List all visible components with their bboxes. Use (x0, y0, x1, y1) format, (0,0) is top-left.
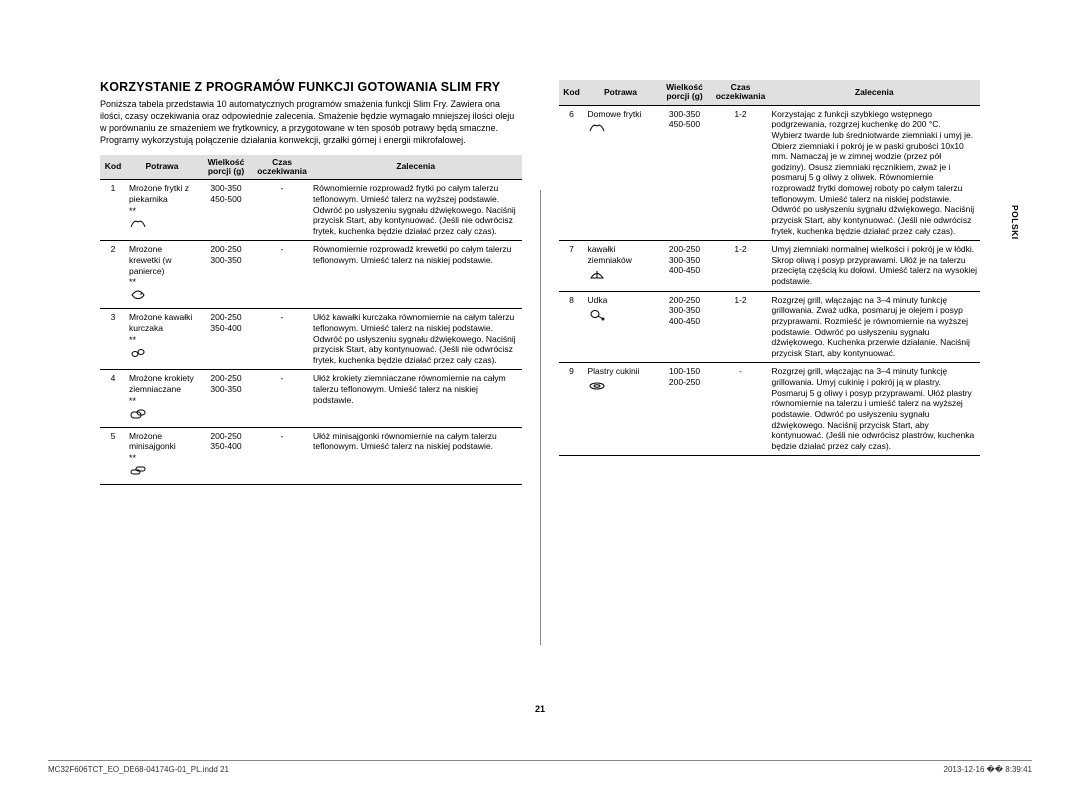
cell-wielkosc: 200-250300-350400-450 (657, 241, 713, 292)
cell-wielkosc: 200-250350-400 (198, 309, 254, 370)
page-content: KORZYSTANIE Z PROGRAMÓW FUNKCJI GOTOWANI… (100, 80, 980, 720)
cell-wielkosc: 200-250300-350400-450 (657, 291, 713, 363)
cell-wielkosc: 200-250300-350 (198, 370, 254, 427)
cell-czas: - (713, 363, 769, 456)
cell-kod: 6 (559, 105, 585, 241)
cell-potrawa: Mrożone frytki z piekarnika** (126, 180, 198, 241)
cell-kod: 7 (559, 241, 585, 292)
cell-zalecenia: Ułóż kawałki kurczaka równomiernie na ca… (310, 309, 522, 370)
cell-kod: 9 (559, 363, 585, 456)
drumstick-icon (588, 307, 654, 323)
cell-kod: 4 (100, 370, 126, 427)
cell-zalecenia: Równomiernie rozprowadź frytki po całym … (310, 180, 522, 241)
cell-czas: - (254, 427, 310, 484)
cell-wielkosc: 200-250350-400 (198, 427, 254, 484)
table-row: 2Mrożone krewetki (w panierce)**200-2503… (100, 241, 522, 309)
th-zalecenia: Zalecenia (769, 80, 981, 105)
cell-potrawa: Mrożone krokiety ziemniaczane** (126, 370, 198, 427)
left-column: KORZYSTANIE Z PROGRAMÓW FUNKCJI GOTOWANI… (100, 80, 522, 670)
cell-potrawa: Domowe frytki (585, 105, 657, 241)
cell-kod: 8 (559, 291, 585, 363)
cell-zalecenia: Równomiernie rozprowadź krewetki po cały… (310, 241, 522, 309)
croquette-icon: ** (129, 397, 195, 423)
cell-czas: - (254, 309, 310, 370)
table-row: 9Plastry cukinii100-150200-250-Rozgrzej … (559, 363, 981, 456)
table-row: 4Mrożone krokiety ziemniaczane**200-2503… (100, 370, 522, 427)
table-row: 3Mrożone kawałki kurczaka**200-250350-40… (100, 309, 522, 370)
table-row: 6Domowe frytki300-350450-5001-2Korzystaj… (559, 105, 981, 241)
cell-kod: 2 (100, 241, 126, 309)
cell-czas: - (254, 180, 310, 241)
cell-zalecenia: Umyj ziemniaki normalnej wielkości i pok… (769, 241, 981, 292)
th-potrawa: Potrawa (585, 80, 657, 105)
fries-icon: ** (129, 207, 195, 233)
fries-icon (588, 121, 654, 137)
th-czas: Czasoczekiwania (254, 155, 310, 180)
cell-zalecenia: Rozgrzej grill, włączając na 3–4 minuty … (769, 363, 981, 456)
cell-kod: 1 (100, 180, 126, 241)
cell-zalecenia: Rozgrzej grill, włączając na 3–4 minuty … (769, 291, 981, 363)
cell-czas: - (254, 370, 310, 427)
footer-timestamp: 2013-12-16 �� 8:39:41 (944, 765, 1032, 774)
cell-wielkosc: 100-150200-250 (657, 363, 713, 456)
cooking-table-right: Kod Potrawa Wielkośćporcji (g) Czasoczek… (559, 80, 981, 456)
cell-zalecenia: Korzystając z funkcji szybkiego wstępneg… (769, 105, 981, 241)
wedges-icon (588, 267, 654, 283)
section-intro: Poniższa tabela przedstawia 10 automatyc… (100, 98, 522, 147)
cell-czas: - (254, 241, 310, 309)
cell-potrawa: kawałki ziemniaków (585, 241, 657, 292)
th-wielkosc: Wielkośćporcji (g) (198, 155, 254, 180)
cell-wielkosc: 200-250300-350 (198, 241, 254, 309)
footer-filename: MC32F606TCT_EO_DE68-04174G-01_PL.indd 21 (48, 765, 229, 774)
cell-potrawa: Mrożone krewetki (w panierce)** (126, 241, 198, 309)
cell-potrawa: Mrożone kawałki kurczaka** (126, 309, 198, 370)
two-column-layout: KORZYSTANIE Z PROGRAMÓW FUNKCJI GOTOWANI… (100, 80, 980, 670)
page-number: 21 (535, 704, 545, 714)
section-title: KORZYSTANIE Z PROGRAMÓW FUNKCJI GOTOWANI… (100, 80, 522, 94)
th-czas: Czasoczekiwania (713, 80, 769, 105)
th-zalecenia: Zalecenia (310, 155, 522, 180)
print-footer: MC32F606TCT_EO_DE68-04174G-01_PL.indd 21… (48, 760, 1032, 774)
cooking-table-left: Kod Potrawa Wielkośćporcji (g) Czasoczek… (100, 155, 522, 485)
cell-wielkosc: 300-350450-500 (657, 105, 713, 241)
table-row: 1Mrożone frytki z piekarnika**300-350450… (100, 180, 522, 241)
nuggets-icon: ** (129, 336, 195, 362)
th-potrawa: Potrawa (126, 155, 198, 180)
cell-zalecenia: Ułóż krokiety ziemniaczane równomiernie … (310, 370, 522, 427)
th-wielkosc: Wielkośćporcji (g) (657, 80, 713, 105)
cell-kod: 3 (100, 309, 126, 370)
table-row: 5Mrożone minisajgonki**200-250350-400-Uł… (100, 427, 522, 484)
language-tab: POLSKI (1010, 205, 1020, 240)
cell-wielkosc: 300-350450-500 (198, 180, 254, 241)
cell-czas: 1-2 (713, 105, 769, 241)
cell-potrawa: Udka (585, 291, 657, 363)
cell-zalecenia: Ułóż minisajgonki równomiernie na całym … (310, 427, 522, 484)
table-row: 8Udka200-250300-350400-4501-2Rozgrzej gr… (559, 291, 981, 363)
cell-czas: 1-2 (713, 241, 769, 292)
cell-czas: 1-2 (713, 291, 769, 363)
cell-potrawa: Mrożone minisajgonki** (126, 427, 198, 484)
zucchini-icon (588, 379, 654, 395)
shrimp-icon: ** (129, 278, 195, 304)
th-kod: Kod (100, 155, 126, 180)
column-divider (540, 190, 541, 645)
rolls-icon: ** (129, 454, 195, 480)
th-kod: Kod (559, 80, 585, 105)
cell-kod: 5 (100, 427, 126, 484)
cell-potrawa: Plastry cukinii (585, 363, 657, 456)
table-row: 7kawałki ziemniaków200-250300-350400-450… (559, 241, 981, 292)
right-column: Kod Potrawa Wielkośćporcji (g) Czasoczek… (559, 80, 981, 670)
